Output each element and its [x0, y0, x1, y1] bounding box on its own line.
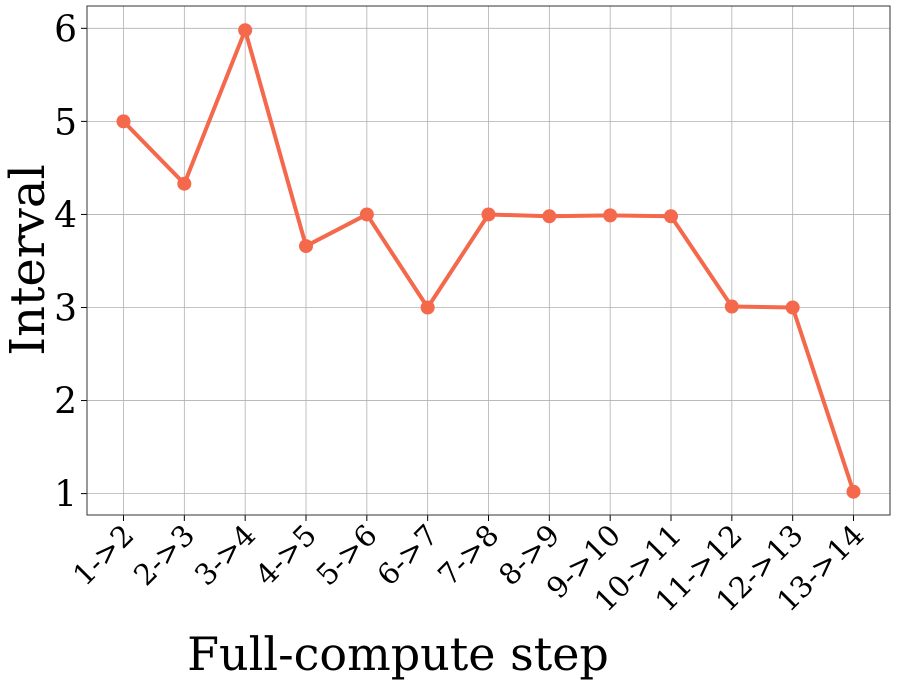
x-tick-label: 5->6 [310, 518, 384, 592]
point [846, 484, 861, 499]
point [420, 300, 435, 315]
point [359, 207, 374, 222]
point [664, 209, 678, 224]
point [299, 239, 313, 254]
point [542, 209, 557, 224]
point [238, 23, 253, 38]
y-tick-label: 4 [54, 195, 77, 236]
x-tick-label: 7->8 [431, 518, 505, 592]
point [603, 208, 618, 223]
x-axis-label: Full-compute step [187, 627, 609, 681]
y-tick-label: 2 [54, 382, 77, 423]
y-tick-label: 3 [54, 288, 77, 329]
y-axis-label: Interval [0, 164, 56, 356]
x-tick-label: 2->3 [127, 518, 201, 592]
point [724, 299, 739, 314]
y-tick-label: 5 [54, 102, 77, 143]
point [481, 207, 496, 222]
plot-frame [86, 5, 891, 516]
y-tick-label: 6 [54, 9, 77, 50]
x-tick-label: 1->2 [66, 518, 140, 592]
x-tick-label: 4->5 [249, 518, 323, 592]
x-tick-label: 6->7 [370, 518, 444, 592]
y-tick-label: 1 [54, 475, 77, 516]
point [177, 176, 192, 191]
x-tick-label: 3->4 [188, 518, 262, 592]
point [116, 114, 131, 129]
point [785, 300, 800, 315]
